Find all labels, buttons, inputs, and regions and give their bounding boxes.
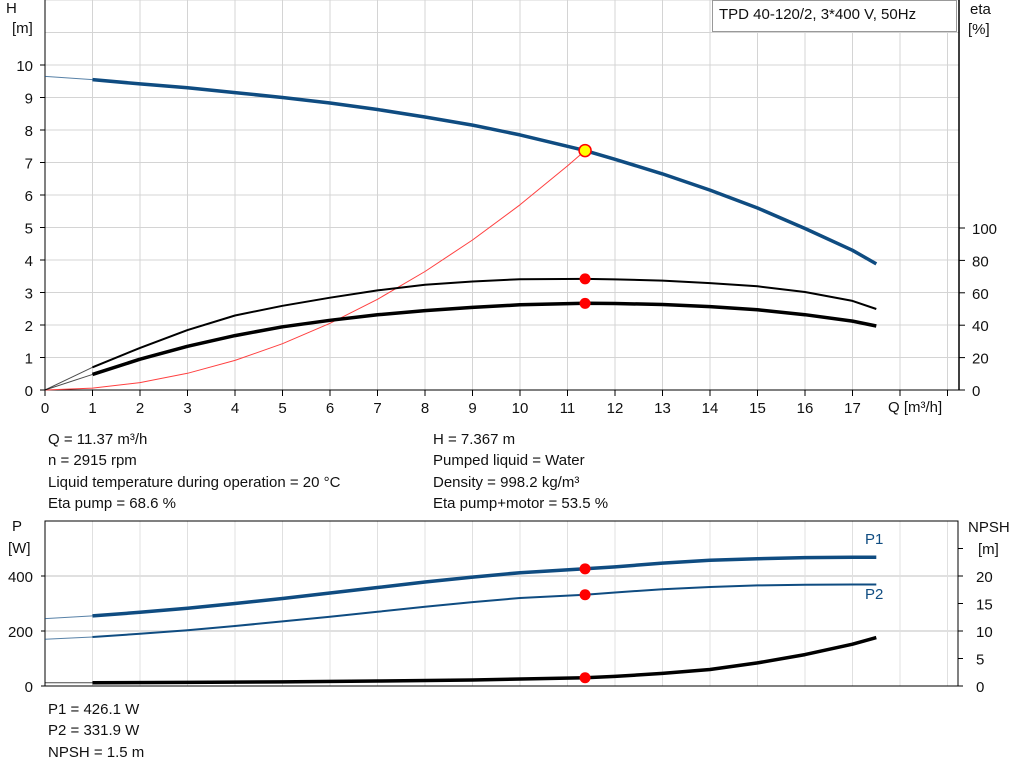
info-h: H = 7.367 m [433, 431, 516, 448]
p1-series-label: P1 [865, 531, 884, 548]
p2-point [579, 589, 591, 601]
y-tick-label: 3 [25, 286, 33, 303]
info-eta-pump-motor: Eta pump+motor = 53.5 % [433, 495, 609, 512]
power-plot-frame [44, 520, 959, 687]
eta-pump-motor-point [579, 297, 591, 309]
q-axis-label: Q [m³/h] [888, 399, 943, 416]
y-tick-label: 0 [25, 679, 33, 696]
x-tick-label: 2 [136, 400, 144, 417]
x-tick-label: 7 [373, 400, 381, 417]
x-tick-label: 6 [326, 400, 334, 417]
info-npsh: NPSH = 1.5 m [48, 744, 145, 761]
p-axis-unit: [W] [8, 540, 31, 557]
h-curve-extrapolation [44, 75, 93, 81]
y2-tick-label: 15 [976, 597, 993, 614]
eta-axis-unit: [%] [968, 21, 990, 38]
eta-pump-point [579, 273, 591, 285]
y-tick-label: 5 [25, 221, 33, 238]
npsh-axis-title: NPSH [968, 519, 1010, 536]
y-tick-label: 4 [25, 253, 33, 270]
eta-pump-motor-curve-extrapolation [44, 373, 93, 391]
y2-tick-label: 80 [972, 253, 989, 270]
y2-tick-label: 5 [976, 652, 984, 669]
x-tick-label: 10 [512, 400, 529, 417]
y-tick-label: 400 [8, 569, 33, 586]
x-tick-label: 15 [749, 400, 766, 417]
p2-curve [92, 583, 877, 638]
eta-axis-title: eta [970, 1, 991, 18]
info-p1: P1 = 426.1 W [48, 701, 140, 718]
h-curve [92, 77, 878, 266]
npsh-axis-unit: [m] [978, 541, 999, 558]
npsh-curve [92, 635, 877, 685]
x-tick-label: 0 [41, 400, 49, 417]
p-axis-title: P [12, 518, 23, 535]
eta-pump-curve-extrapolation [44, 366, 93, 391]
y-tick-label: 2 [25, 318, 33, 335]
y-tick-label: 0 [25, 383, 33, 400]
eta-pump-motor-curve [91, 301, 877, 377]
x-tick-label: 9 [468, 400, 476, 417]
p2-curve-extrapolation [44, 636, 93, 640]
y-tick-label: 1 [25, 351, 33, 368]
y2-tick-label: 20 [972, 351, 989, 368]
y-tick-label: 6 [25, 188, 33, 205]
y2-tick-label: 100 [972, 221, 997, 238]
h-axis-unit: [m] [12, 20, 33, 37]
x-tick-label: 4 [231, 400, 239, 417]
p1-curve-extrapolation [44, 615, 93, 620]
p1-point [579, 563, 591, 575]
y2-tick-label: 10 [976, 624, 993, 641]
info-temp: Liquid temperature during operation = 20… [48, 474, 341, 491]
x-tick-label: 12 [607, 400, 624, 417]
x-tick-label: 13 [654, 400, 671, 417]
y2-tick-label: 40 [972, 318, 989, 335]
y-tick-label: 7 [25, 156, 33, 173]
npsh-point [579, 672, 591, 684]
info-density: Density = 998.2 kg/m³ [433, 474, 580, 491]
legend-title: TPD 40-120/2, 3*400 V, 50Hz [719, 6, 917, 23]
y2-tick-label: 20 [976, 569, 993, 586]
info-q: Q = 11.37 m³/h [48, 431, 148, 448]
x-tick-label: 16 [797, 400, 814, 417]
y2-tick-label: 0 [972, 383, 980, 400]
y-tick-label: 8 [25, 123, 33, 140]
p2-series-label: P2 [865, 586, 884, 603]
info-p2: P2 = 331.9 W [48, 722, 140, 739]
info-eta-pump: Eta pump = 68.6 % [48, 495, 176, 512]
x-tick-label: 8 [421, 400, 429, 417]
x-tick-label: 5 [278, 400, 286, 417]
y-tick-label: 200 [8, 624, 33, 641]
x-tick-label: 1 [88, 400, 96, 417]
x-tick-label: 14 [702, 400, 719, 417]
x-tick-label: 17 [844, 400, 861, 417]
h-axis-title: H [6, 0, 17, 17]
p1-curve [92, 555, 877, 618]
info-n: n = 2915 rpm [48, 452, 137, 469]
duty-point [578, 143, 592, 158]
eta-pump-curve [92, 277, 877, 369]
system-curve [44, 150, 586, 391]
x-tick-label: 3 [183, 400, 191, 417]
info-liquid: Pumped liquid = Water [433, 452, 585, 469]
x-tick-label: 11 [560, 400, 576, 417]
y-tick-label: 9 [25, 91, 33, 108]
y-tick-label: 10 [16, 58, 33, 75]
legend-box: TPD 40-120/2, 3*400 V, 50Hz [712, 0, 957, 32]
y2-tick-label: 0 [976, 679, 984, 696]
y2-tick-label: 60 [972, 286, 989, 303]
